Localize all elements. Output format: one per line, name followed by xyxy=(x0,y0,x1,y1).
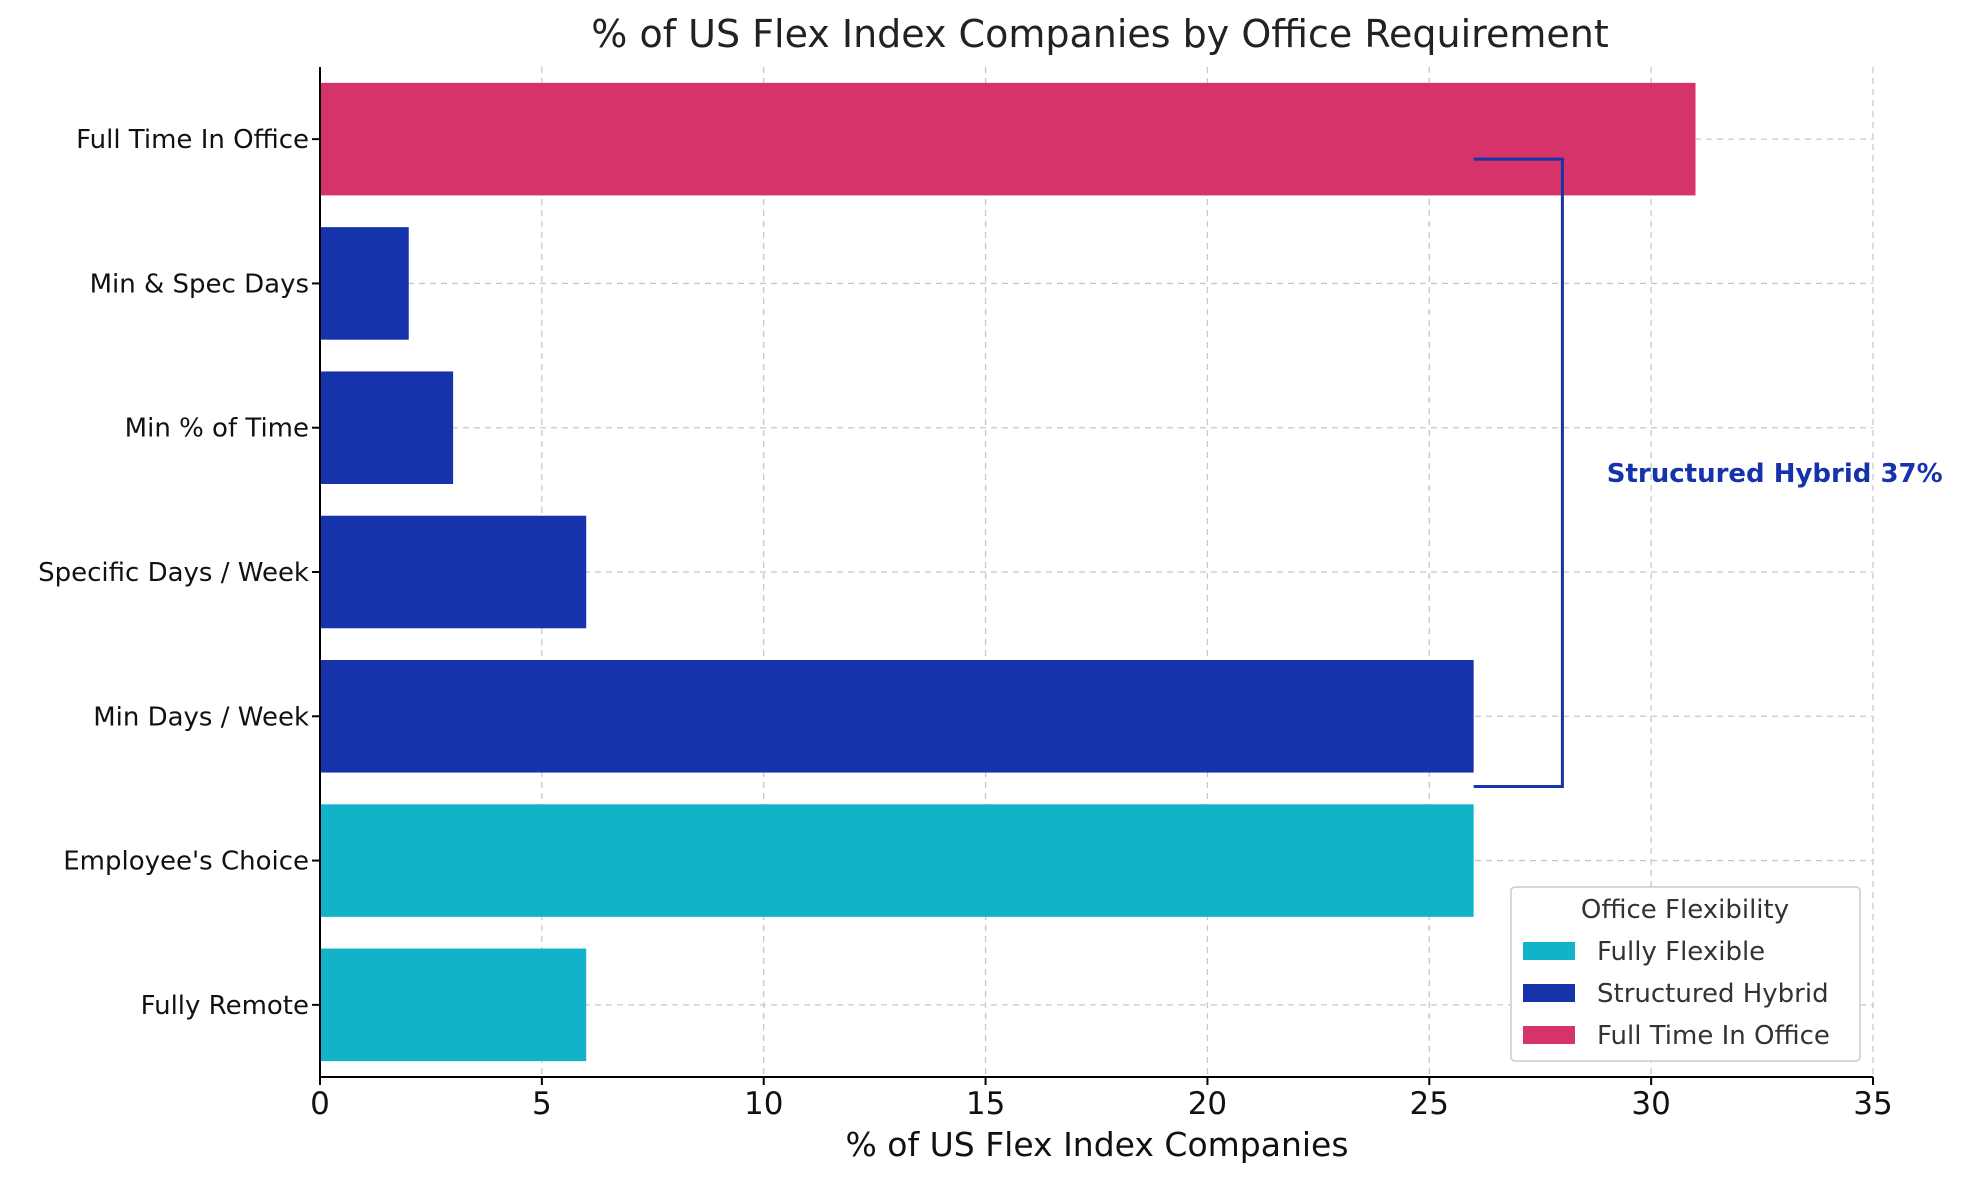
x-tick-label: 35 xyxy=(1853,1086,1892,1122)
annotation-label: Structured Hybrid 37% xyxy=(1607,459,1943,489)
bar xyxy=(320,660,1474,773)
x-tick-label: 25 xyxy=(1410,1086,1449,1122)
legend-label: Fully Flexible xyxy=(1597,937,1765,967)
x-tick-label: 30 xyxy=(1631,1086,1670,1122)
x-tick-labels: 0 5 10 15 20 25 30 35 xyxy=(310,1086,1893,1122)
annotation-bracket xyxy=(1473,157,1564,789)
legend-swatch xyxy=(1523,984,1575,1002)
bar xyxy=(320,371,454,484)
y-tick-labels: Full Time In Office Min & Spec Days Min % … xyxy=(38,125,309,1021)
y-tick-label: Full Time In Office xyxy=(76,125,309,155)
chart-title: % of US Flex Index Companies by Office R… xyxy=(591,12,1608,56)
y-tick-label: Min Days / Week xyxy=(93,702,309,732)
legend-title: Office Flexibility xyxy=(1581,895,1789,925)
y-tick-label: Fully Remote xyxy=(141,991,309,1021)
x-tick-label: 10 xyxy=(744,1086,783,1122)
legend-label: Full Time In Office xyxy=(1597,1021,1830,1051)
legend: Office Flexibility Fully Flexible Structu… xyxy=(1510,886,1861,1062)
x-tick-label: 0 xyxy=(310,1086,330,1122)
legend-entries: Fully Flexible Structured Hybrid Full Time… xyxy=(1523,937,1830,1051)
bar xyxy=(320,948,587,1062)
x-tick-label: 20 xyxy=(1188,1086,1227,1122)
y-tick-label: Specific Days / Week xyxy=(38,558,309,588)
x-tick-label: 15 xyxy=(966,1086,1005,1122)
y-tick-label: Employee's Choice xyxy=(63,847,309,877)
legend-label: Structured Hybrid xyxy=(1597,979,1829,1009)
y-tick-label: Min & Spec Days xyxy=(90,269,309,299)
bar xyxy=(320,804,1474,917)
bar xyxy=(320,82,1696,196)
legend-swatch xyxy=(1523,942,1575,960)
bar xyxy=(320,515,587,629)
structured-hybrid-annotation: Structured Hybrid 37% xyxy=(1473,157,1943,789)
y-tick-label: Min % of Time xyxy=(125,414,309,444)
axes xyxy=(312,67,1874,1085)
bars xyxy=(320,82,1696,1062)
bar xyxy=(320,227,409,340)
legend-swatch xyxy=(1523,1026,1575,1044)
x-axis-title: % of US Flex Index Companies xyxy=(845,1125,1348,1164)
legend-box xyxy=(1510,886,1861,1062)
x-tick-label: 5 xyxy=(532,1086,552,1122)
